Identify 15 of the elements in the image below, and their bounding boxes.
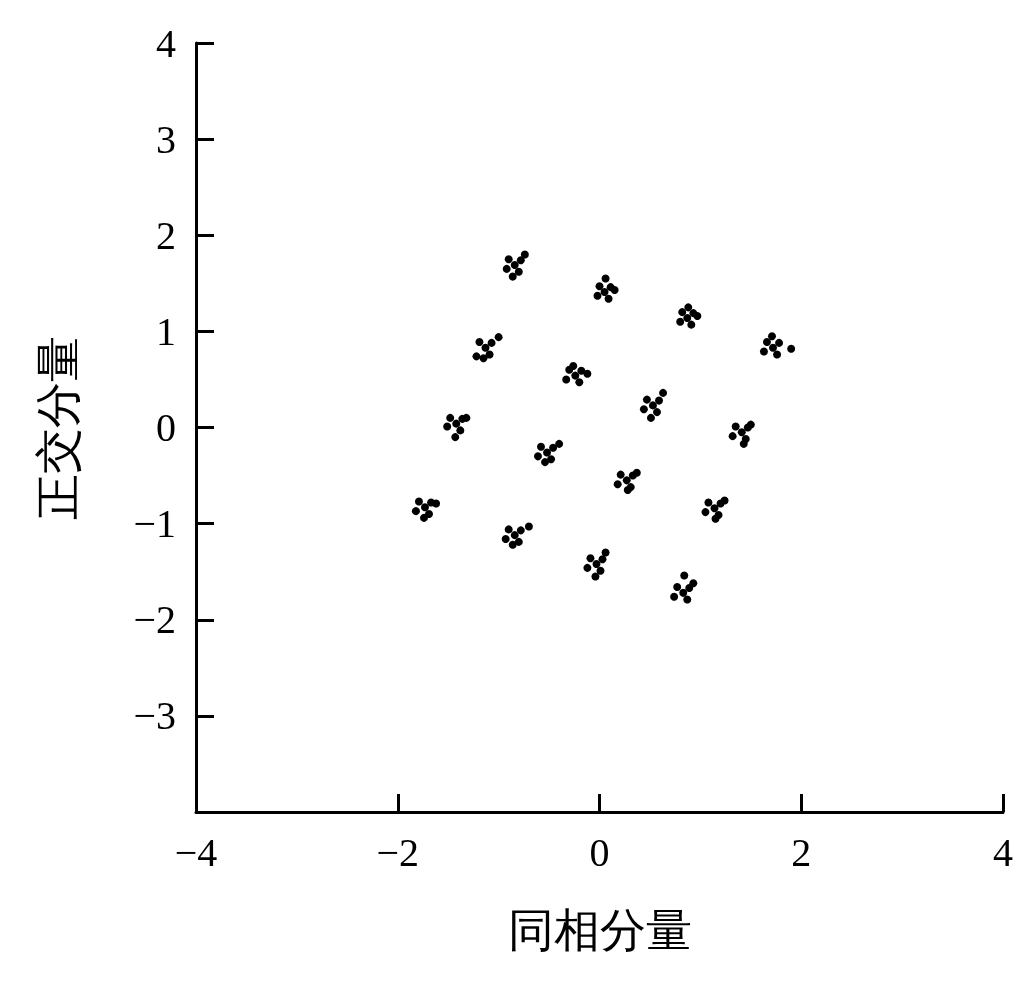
x-tick-label: −4 xyxy=(174,829,218,875)
y-tick-label: −1 xyxy=(133,501,176,547)
x-tick-label: 2 xyxy=(791,829,812,875)
y-tick-label: 2 xyxy=(156,212,176,258)
y-tick-label: 3 xyxy=(156,116,176,162)
y-tick-label: −2 xyxy=(133,597,176,643)
x-tick-label: −2 xyxy=(376,829,420,875)
x-tick-label: 4 xyxy=(993,829,1013,875)
y-tick-label: 4 xyxy=(156,20,176,66)
x-axis-title: 同相分量 xyxy=(507,904,692,956)
x-tick-label: 0 xyxy=(589,829,610,875)
y-axis-title: 正交分量 xyxy=(32,335,84,520)
y-tick-label: 0 xyxy=(156,405,176,450)
y-tick-label: −3 xyxy=(133,693,176,739)
y-tick-label: 1 xyxy=(156,308,176,354)
